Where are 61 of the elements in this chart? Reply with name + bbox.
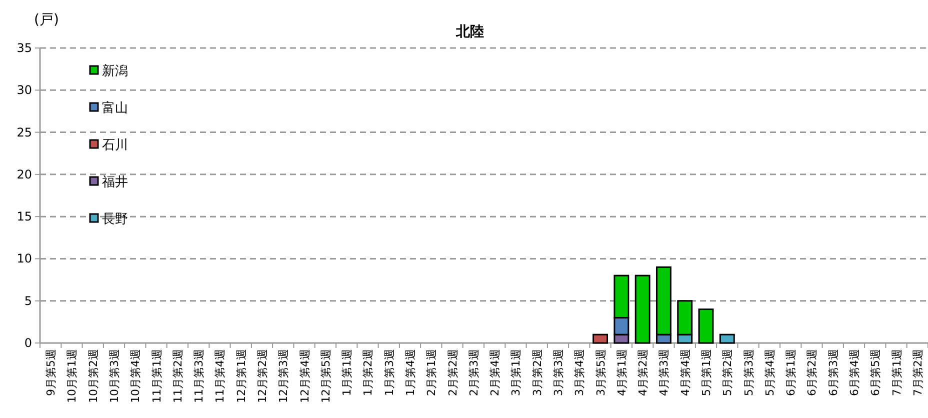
x-tick-label: 11月第3週 [192, 349, 206, 403]
x-tick-label: 11月第1週 [150, 349, 164, 403]
x-tick-label: 10月第4週 [129, 349, 142, 403]
legend-label: 富山 [102, 100, 128, 116]
x-tick-label: 11月第2週 [171, 349, 184, 403]
bar [698, 308, 714, 344]
x-tick-label: 5月第3週 [742, 349, 756, 396]
x-tick-label: 3月第5週 [594, 349, 608, 396]
x-tick-label: 3月第3週 [552, 349, 565, 396]
y-tick-label: 5 [24, 294, 32, 308]
x-tick-label: 7月第1週 [890, 349, 904, 396]
y-tick-label: 10 [16, 252, 32, 266]
x-tick-label: 7月第2週 [911, 349, 924, 396]
x-tick-label: 12月第3週 [277, 349, 290, 403]
x-tick-label: 12月第2週 [256, 349, 269, 403]
x-tick-label: 10月第3週 [108, 349, 121, 403]
y-tick-label: 30 [16, 83, 32, 98]
y-tick-label: 20 [16, 167, 32, 182]
x-tick-label: 12月第5週 [319, 349, 332, 403]
legend-label: 石川 [102, 138, 128, 153]
x-tick-label: 6月第4週 [848, 349, 861, 396]
x-tick-label: 4月第4週 [678, 349, 692, 396]
x-tick-label: 3月第4週 [573, 349, 586, 396]
legend-label: 福井 [102, 175, 128, 190]
x-tick-label: 5月第2週 [721, 349, 734, 396]
x-tick-label: 1月第2週 [362, 349, 375, 396]
x-tick-label: 2月第1週 [425, 349, 438, 396]
x-tick-label: 12月第1週 [234, 349, 248, 403]
x-tick-label: 9月第5週 [44, 349, 58, 396]
y-tick-label: 35 [16, 41, 32, 55]
x-tick-label: 2月第3週 [467, 349, 480, 396]
x-tick-label: 5月第4週 [763, 349, 776, 396]
legend-label: 長野 [102, 212, 128, 227]
x-tick-label: 12月第4週 [298, 349, 312, 403]
x-tick-label: 4月第2週 [636, 349, 650, 396]
x-tick-label: 6月第1週 [784, 349, 798, 396]
x-tick-label: 2月第2週 [446, 349, 460, 396]
x-tick-label: 10月第1週 [66, 349, 79, 403]
x-tick-label: 3月第1週 [510, 349, 523, 396]
x-tick-label: 10月第2週 [86, 349, 100, 403]
x-tick-label: 2月第4週 [488, 349, 502, 396]
x-tick-label: 6月第3週 [826, 349, 840, 396]
legend-label: 新潟 [102, 64, 128, 79]
x-tick-label: 3月第2週 [530, 349, 544, 396]
y-tick-label: 25 [16, 125, 32, 140]
x-tick-label: 1月第3週 [382, 349, 396, 396]
x-tick-label: 4月第3週 [658, 349, 671, 396]
x-tick-label: 6月第2週 [806, 349, 819, 396]
x-tick-label: 1月第4週 [404, 349, 417, 396]
y-axis-title: (戸) [34, 12, 59, 28]
bar [719, 334, 735, 344]
y-tick-label: 15 [16, 210, 32, 224]
x-tick-label: 11月第4週 [214, 349, 227, 403]
x-tick-label: 6月第5週 [869, 349, 882, 396]
bar [634, 274, 650, 344]
x-tick-label: 5月第1週 [700, 349, 713, 396]
y-tick-label: 0 [24, 336, 32, 350]
x-tick-label: 4月第1週 [615, 349, 628, 396]
x-tick-label: 1月第1週 [340, 349, 354, 396]
chart-title: 北陸 [455, 24, 484, 40]
bar [592, 334, 608, 344]
